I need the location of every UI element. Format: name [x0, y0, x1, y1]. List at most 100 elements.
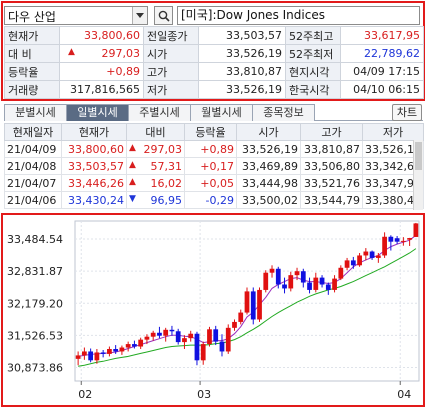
cell-rate: +0,05 [184, 174, 237, 192]
candle-body [200, 344, 206, 361]
cell-rate: -0,29 [184, 191, 237, 209]
cell-high: 33,506,80 [300, 157, 363, 175]
column-header[interactable]: 시가 [236, 123, 301, 141]
vertical-scrollbar[interactable] [413, 140, 423, 210]
quote-value: 33,810,87 [198, 62, 286, 81]
quote-label: 등락율 [4, 62, 60, 81]
cell-low: 33,342,64 [362, 157, 424, 175]
quote-highlight-frame [1, 1, 425, 101]
quote-value-text: 33,503,57 [226, 29, 282, 42]
candle-body [294, 271, 300, 276]
column-header[interactable]: 등락율 [184, 123, 237, 141]
cell-change: ▼ 96,95 [126, 191, 185, 209]
quote-label: 대 비 [4, 44, 60, 63]
candle-body [113, 349, 119, 352]
y-tick-label: 31,526.53 [7, 329, 63, 342]
quote-label: 한국시각 [285, 80, 341, 99]
quote-value-text: 33,617,95 [364, 29, 420, 42]
candle-body [319, 277, 325, 285]
daily-header-row: 현재일자 현재가 대비 등락율 시가 고가 저가 [4, 123, 424, 141]
scrollbar-thumb[interactable] [415, 142, 422, 170]
cell-open: 33,444,98 [236, 174, 301, 192]
candle-body [88, 351, 94, 361]
tab-1[interactable]: 분별시세 [4, 104, 67, 121]
quote-value-text: 317,816,565 [70, 83, 140, 96]
x-tick-label: 04 [397, 388, 411, 401]
candle-body [394, 238, 400, 242]
cell-change: ▲ 57,31 [126, 157, 185, 175]
cell-high: 33,810,87 [300, 140, 363, 158]
candle-body [307, 282, 312, 290]
daily-quotes-table: 현재일자 현재가 대비 등락율 시가 고가 저가 21/04/09 33,800,60 ▲ 297… [4, 123, 424, 209]
candle-body [407, 238, 412, 240]
quote-value-text: 04/09 17:15 [353, 65, 420, 78]
y-tick-label: 32,179.20 [7, 297, 63, 310]
column-header[interactable]: 현재가 [61, 123, 127, 141]
candle-body [382, 236, 387, 256]
candle-body [400, 240, 406, 242]
quote-value: 33,526,19 [198, 80, 286, 99]
table-row[interactable]: 21/04/07 33,446,26 ▲ 16,02 +0,05 33,444,98 33,… [4, 174, 424, 192]
tab-3[interactable]: 주별시세 [128, 104, 191, 121]
quote-label: 시가 [143, 44, 199, 63]
candle-body [75, 355, 81, 359]
quote-value: 33,800,60 [59, 26, 144, 45]
quote-value-text: 33,526,19 [226, 47, 282, 60]
candle-body [263, 272, 269, 290]
chart-button[interactable]: 차트 [392, 104, 422, 121]
cell-date: 21/04/08 [4, 157, 62, 175]
table-row[interactable]: 21/04/09 33,800,60 ▲ 297,03 +0,89 33,526,19 33… [4, 140, 424, 158]
cell-open: 33,526,19 [236, 140, 301, 158]
symbol-combobox[interactable]: 다우 산업 [4, 6, 148, 25]
candle-body [144, 336, 150, 340]
candle-body [119, 347, 125, 352]
cell-low: 33,526,19 [362, 140, 424, 158]
chevron-down-icon[interactable] [132, 7, 147, 24]
candle-body [244, 291, 250, 313]
tab-5[interactable]: 종목정보 [252, 104, 315, 121]
candle-body [338, 267, 344, 279]
cell-high: 33,544,79 [300, 191, 363, 209]
cell-change: ▲ 16,02 [126, 174, 185, 192]
column-header[interactable]: 저가 [362, 123, 424, 141]
tab-2[interactable]: 일별시세 [66, 104, 129, 121]
candle-body [138, 339, 144, 347]
quote-label: 52주최고 [285, 26, 341, 45]
column-header[interactable]: 대비 [126, 123, 185, 141]
candle-body [194, 333, 200, 361]
quote-label: 고가 [143, 62, 199, 81]
moving-average-long [78, 248, 417, 367]
quote-value: 22,789,62 [340, 44, 424, 63]
candle-body [375, 255, 381, 258]
candle-body [207, 329, 212, 345]
quote-value-text: 297,03 [101, 47, 141, 60]
column-header[interactable]: 고가 [300, 123, 363, 141]
candle-body [269, 268, 275, 273]
candle-body [369, 251, 375, 258]
cell-rate: +0,17 [184, 157, 237, 175]
cell-price: 33,430,24 [61, 191, 127, 209]
cell-open: 33,500,02 [236, 191, 301, 209]
candle-body [232, 321, 237, 328]
cell-price: 33,800,60 [61, 140, 127, 158]
cell-high: 33,521,76 [300, 174, 363, 192]
candle-body [250, 291, 256, 320]
price-chart[interactable]: 33,484.54 32,831.87 32,179.20 31,526.53 30,8… [3, 215, 423, 405]
column-header[interactable]: 현재일자 [4, 123, 62, 141]
tab-4[interactable]: 월별시세 [190, 104, 253, 121]
quote-label: 52주최저 [285, 44, 341, 63]
candle-body [257, 289, 262, 320]
cell-date: 21/04/09 [4, 140, 62, 158]
cell-change-value: 57,31 [150, 159, 183, 173]
candle-body [150, 332, 156, 337]
quote-row: 대 비 ▲ 297,03 시가 33,526,19 52주최저 22,789,62 [4, 44, 424, 63]
candle-body [238, 312, 244, 322]
table-row[interactable]: 21/04/08 33,503,57 ▲ 57,31 +0,17 33,469,89 33,… [4, 157, 424, 175]
search-button[interactable] [154, 6, 173, 25]
candle-body [125, 344, 131, 348]
up-arrow-icon: ▲ [68, 47, 75, 57]
down-arrow-icon: ▼ [129, 193, 136, 204]
quote-label: 저가 [143, 80, 199, 99]
quote-value-text: 22,789,62 [364, 47, 420, 60]
table-row[interactable]: 21/04/06 33,430,24 ▼ 96,95 -0,29 33,500,02 33,… [4, 191, 424, 209]
